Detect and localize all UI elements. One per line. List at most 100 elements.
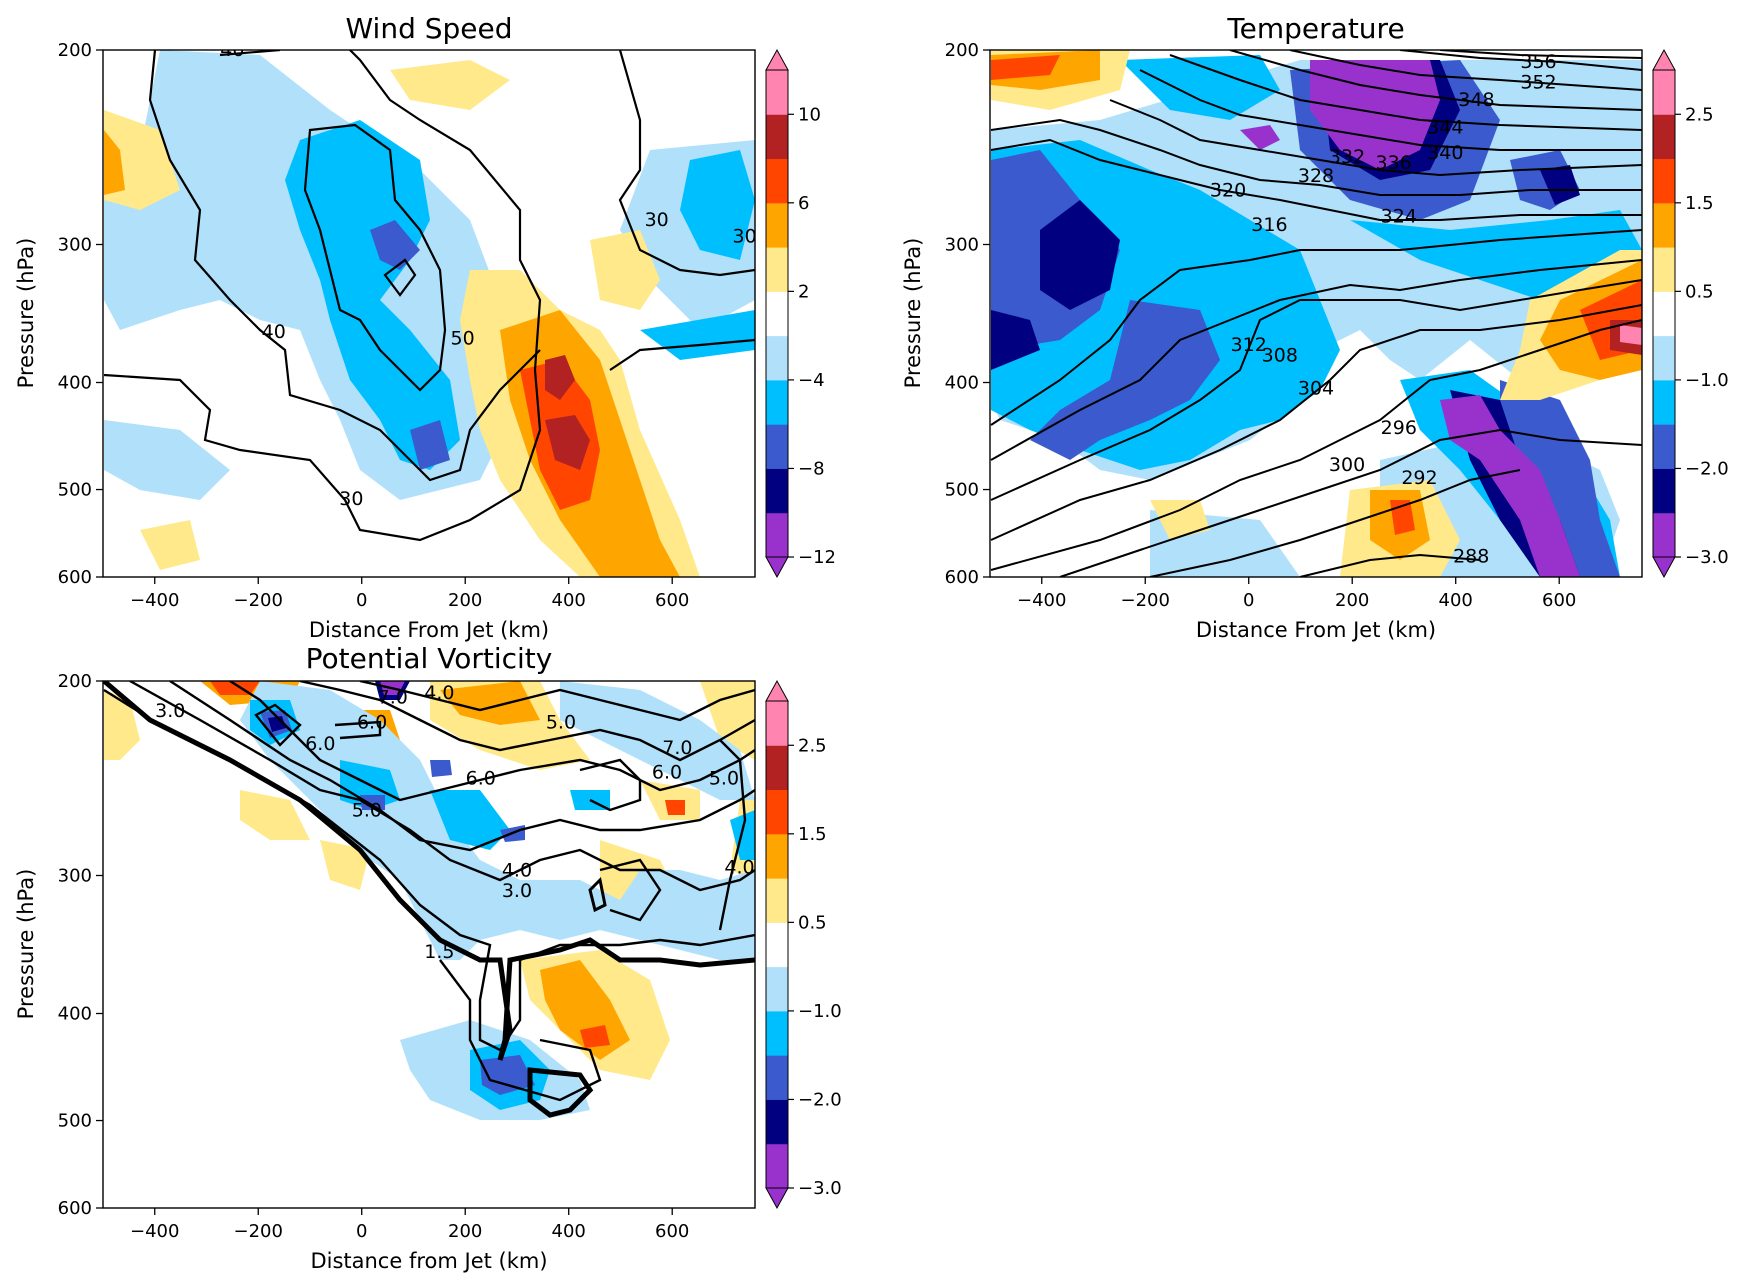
contour-label: 5.0 (709, 767, 739, 789)
y-tick-label: 400 (58, 372, 92, 393)
colorbar-segment (766, 247, 788, 292)
y-tick-label: 200 (58, 40, 92, 61)
contour-label: 304 (1298, 377, 1334, 399)
contour-label: 3.0 (155, 700, 185, 722)
colorbar-extend-min (1652, 556, 1676, 579)
colorbar-tick-label: −4 (798, 370, 825, 391)
y-tick-label: 300 (58, 235, 92, 256)
panel-potential-vorticity: 3.07.0 4.05.06.06.0 7.06.0 5.06.05.04.03.04… (14, 642, 842, 1273)
colorbar: 2.5 1.5 0.5 −1.0 −2.0 −3.0 (765, 679, 842, 1210)
x-tick-label: 400 (552, 590, 586, 611)
x-tick-label: 400 (1439, 590, 1473, 611)
colorbar-extend-max (765, 679, 789, 702)
colorbar: 10 6 2 −4 −8 −12 (765, 48, 836, 579)
y-tick-label: 500 (58, 480, 92, 501)
colorbar-segment (1653, 158, 1675, 204)
colorbar-frame (765, 69, 789, 558)
colorbar: 2.5 1.5 0.5 −1.0 −2.0 −3.0 (1652, 48, 1729, 579)
colorbar-segment (1653, 379, 1675, 425)
x-axis-label: Distance From Jet (km) (309, 618, 549, 642)
colorbar-segment (1653, 202, 1675, 248)
contour-label: 352 (1520, 71, 1556, 93)
colorbar-segment (766, 468, 788, 514)
contour-label: 1.5 (424, 941, 454, 963)
colorbar-segment (766, 878, 788, 923)
x-tick-label: −400 (130, 590, 179, 611)
x-tick-label: 600 (655, 590, 689, 611)
contour-label: 356 (1520, 51, 1556, 73)
contour-label: 316 (1251, 214, 1287, 236)
colorbar-tick-label: 10 (798, 104, 821, 125)
x-axis-label: Distance from Jet (km) (310, 1249, 547, 1273)
y-tick-label: 300 (58, 866, 92, 887)
contour-label: 320 (1210, 179, 1246, 201)
x-tick-label: −400 (1017, 590, 1066, 611)
colorbar-tick-label: −3.0 (798, 1178, 842, 1199)
contour-label: 288 (1453, 546, 1489, 568)
colorbar-extend-max (765, 48, 789, 71)
contour-label: 40 (262, 321, 286, 343)
colorbar-segment (766, 379, 788, 425)
axes-frame (989, 49, 1643, 578)
colorbar-segment (766, 114, 788, 160)
contour-label: 332 (1329, 146, 1365, 168)
contour-label: 296 (1381, 417, 1417, 439)
x-tick-label: 600 (1542, 590, 1576, 611)
panel-temperature: 3563523483443403363323283203243163123083… (901, 12, 1729, 642)
panel-title: Temperature (1226, 12, 1404, 45)
contour-label: 7.0 (378, 687, 408, 709)
colorbar-segment (766, 424, 788, 469)
colorbar-segment (766, 512, 788, 558)
y-tick-label: 600 (58, 567, 92, 588)
contour-label: 324 (1381, 206, 1417, 228)
panel-title: Wind Speed (345, 12, 512, 45)
colorbar-segment (1653, 512, 1675, 558)
contour-label: 6.0 (652, 761, 682, 783)
colorbar-tick-label: 0.5 (798, 912, 827, 933)
colorbar-tick-label: 2.5 (1685, 104, 1714, 125)
colorbar-tick-label: −12 (798, 547, 836, 568)
colorbar-segment (766, 1143, 788, 1189)
colorbar-extend-min (765, 556, 789, 579)
contour-label: 7.0 (662, 737, 692, 759)
colorbar-segment (1653, 291, 1675, 337)
contour-label: 292 (1401, 467, 1437, 489)
contour-label: 344 (1427, 116, 1463, 138)
contour-label: 300 (1329, 454, 1365, 476)
colorbar-segment (766, 202, 788, 248)
x-tick-label: 200 (1335, 590, 1369, 611)
contour-label: 5.0 (352, 800, 382, 822)
colorbar-segment (766, 335, 788, 381)
y-axis-label: Pressure (hPa) (14, 869, 38, 1020)
x-tick-label: 400 (552, 1221, 586, 1242)
contour-label: 4.0 (424, 682, 454, 704)
colorbar-segment (766, 701, 788, 746)
colorbar-frame (1652, 69, 1676, 558)
contour-label: 6.0 (357, 711, 387, 733)
contour-label: 340 (1427, 142, 1463, 164)
plot-area (103, 681, 755, 1208)
colorbar-tick-label: 2 (798, 281, 809, 302)
colorbar-segment (1653, 468, 1675, 514)
contour-label: 328 (1298, 165, 1334, 187)
x-tick-label: 600 (655, 1221, 689, 1242)
y-axis-label: Pressure (hPa) (14, 238, 38, 389)
contour-label: 348 (1458, 89, 1494, 111)
contour-label: 40 (220, 39, 244, 61)
colorbar-tick-label: −2.0 (798, 1089, 842, 1110)
contour-label: 4.0 (502, 860, 532, 882)
y-tick-label: 300 (945, 235, 979, 256)
colorbar-tick-label: −1.0 (1685, 370, 1729, 391)
colorbar-frame (765, 700, 789, 1189)
colorbar-segment (766, 70, 788, 115)
colorbar-segment (766, 789, 788, 835)
colorbar-segment (1653, 335, 1675, 381)
colorbar-tick-label: 2.5 (798, 735, 827, 756)
colorbar-tick-label: −2.0 (1685, 458, 1729, 479)
contour-label: 5.0 (546, 711, 576, 733)
axes-frame (102, 49, 756, 578)
colorbar-extend-max (1652, 48, 1676, 71)
x-tick-label: −400 (130, 1221, 179, 1242)
contour-label: 6.0 (305, 733, 335, 755)
